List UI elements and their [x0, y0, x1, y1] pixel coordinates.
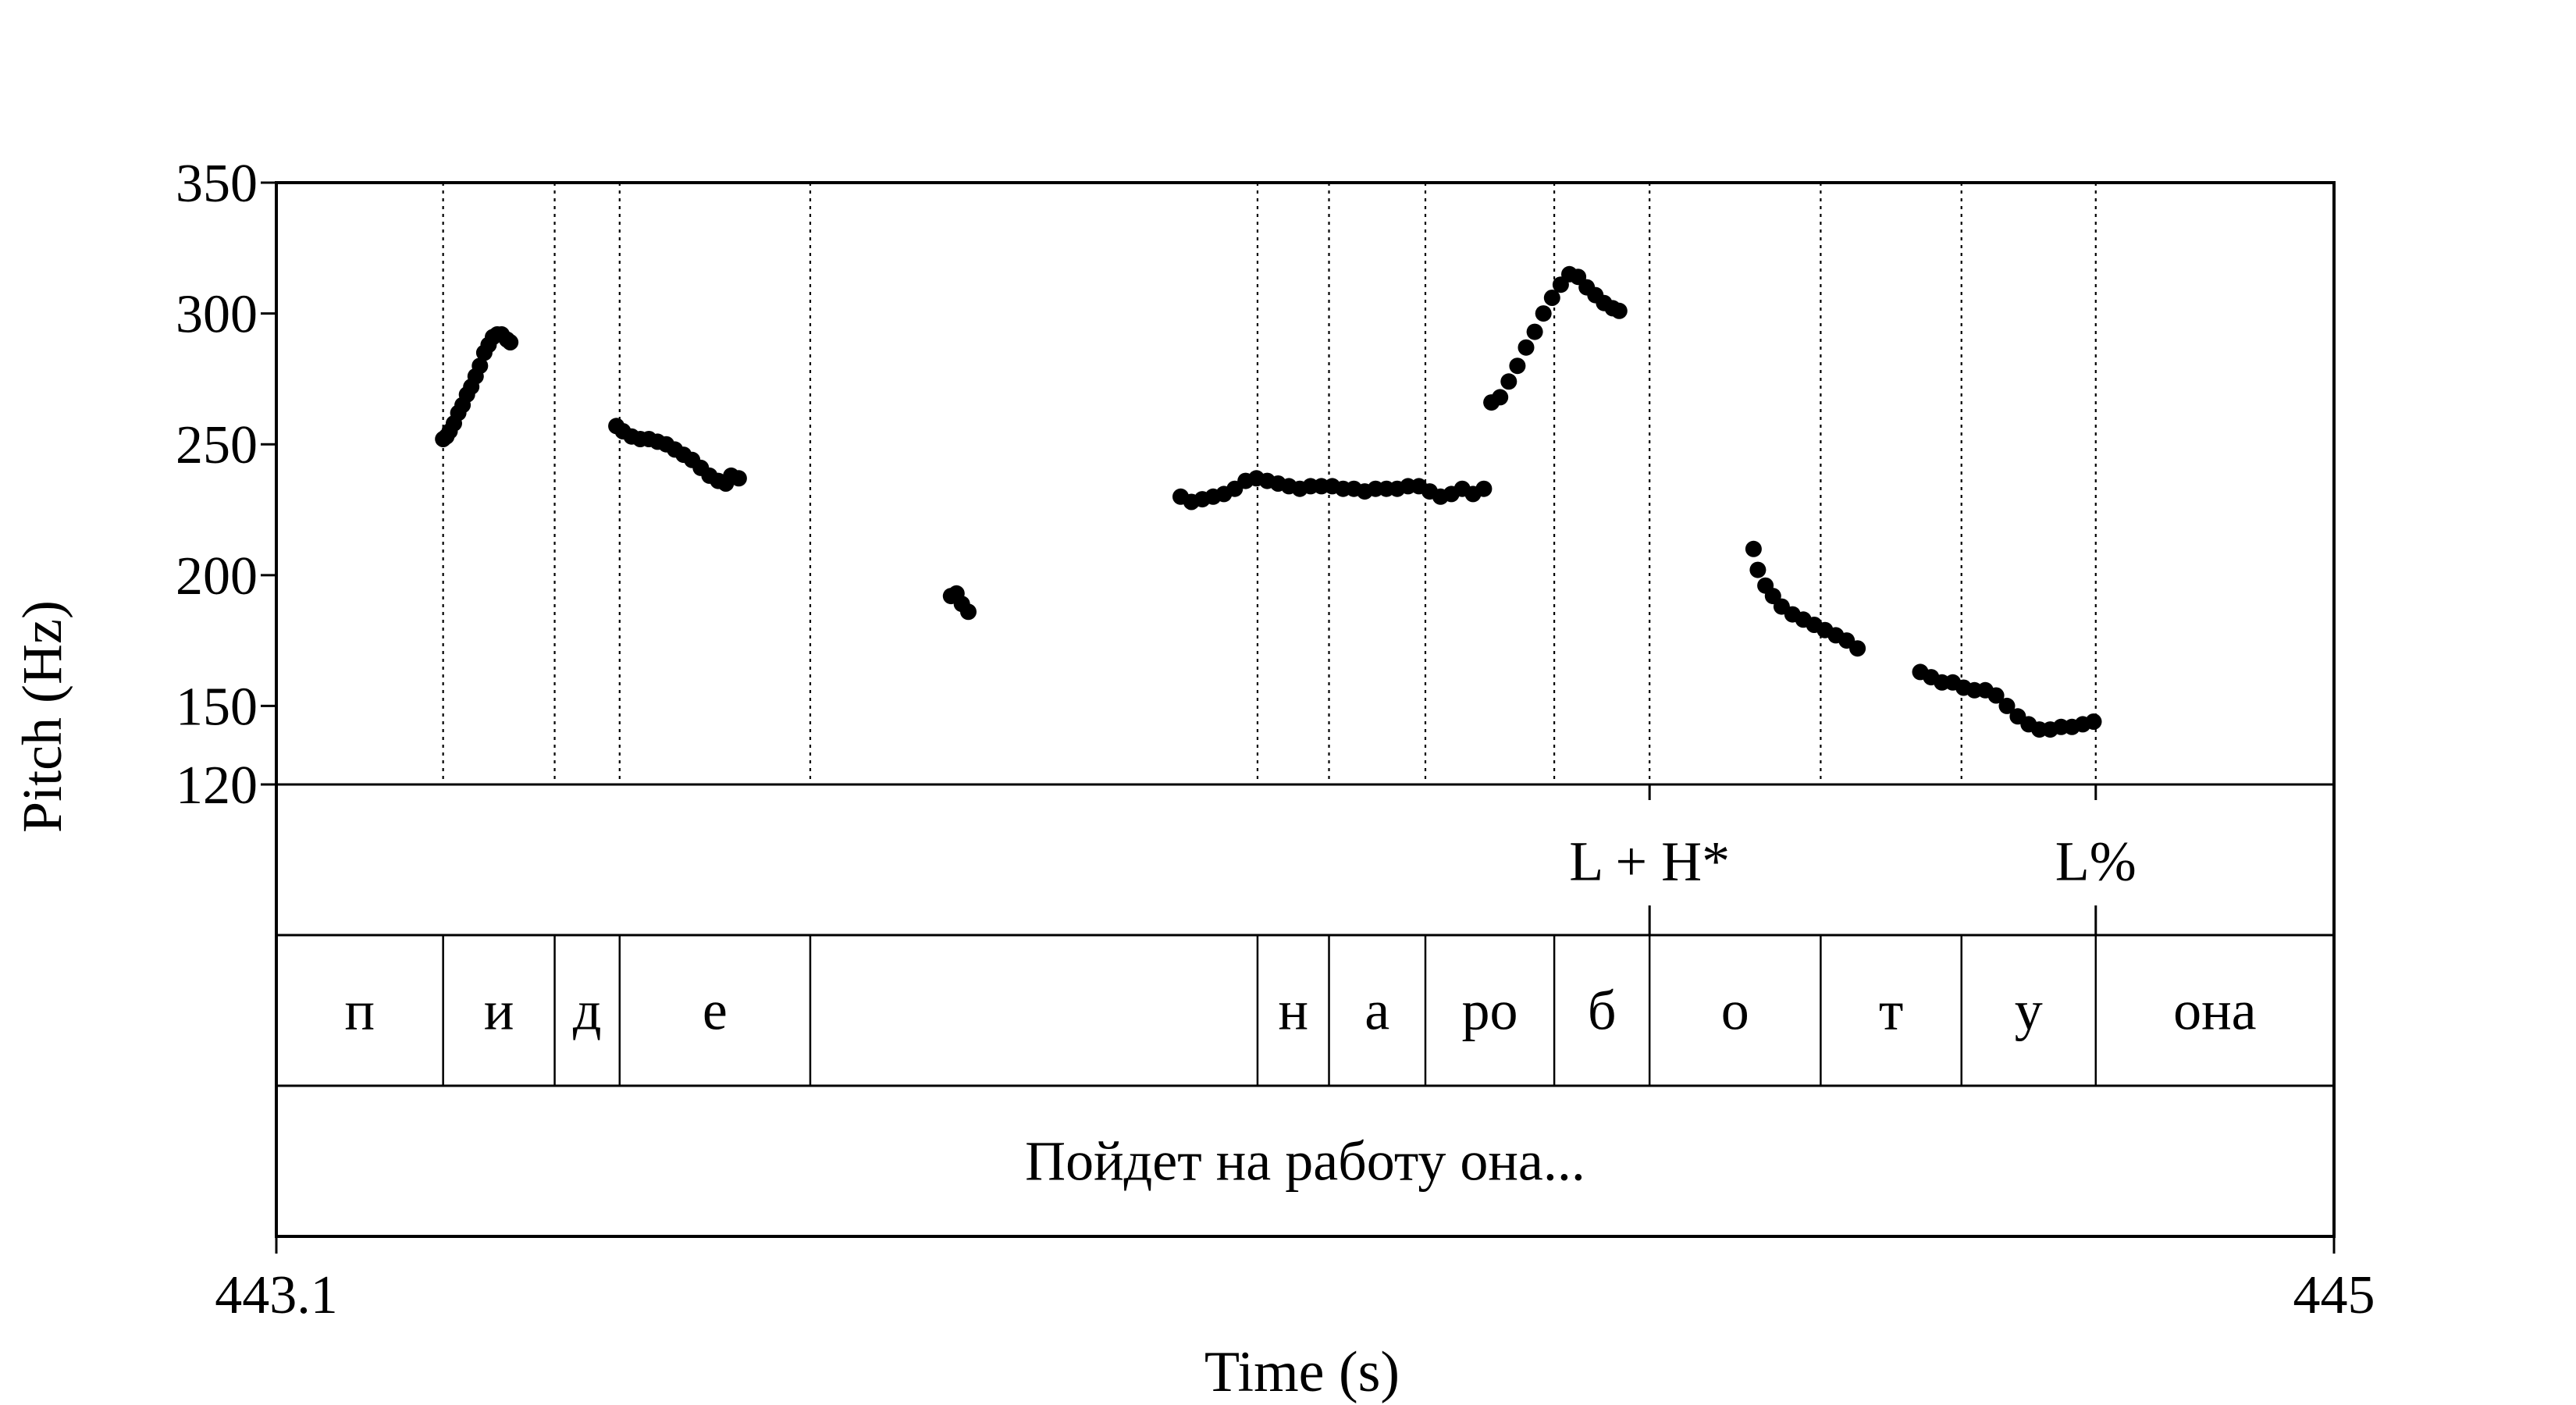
- pitch-point: [1749, 561, 1767, 578]
- pitch-point: [1500, 373, 1517, 390]
- pitch-point: [1849, 640, 1866, 657]
- pitch-point: [960, 603, 977, 621]
- interval-label: д: [573, 980, 602, 1042]
- pitch-points: [435, 265, 2102, 738]
- y-axis: 120 150 200 250 300 350: [176, 154, 276, 816]
- interval-label: е: [703, 980, 728, 1042]
- interval-label: а: [1364, 980, 1389, 1042]
- pitch-point: [471, 357, 489, 375]
- pitch-point: [1998, 697, 2016, 714]
- y-tick-label: 350: [176, 154, 258, 214]
- pitch-point: [1535, 305, 1552, 322]
- plot-frame: [275, 181, 2336, 1238]
- y-tick-label: 150: [176, 677, 258, 737]
- interval-label: о: [1721, 980, 1749, 1042]
- pitch-point: [1543, 290, 1560, 306]
- plot-border: [275, 181, 2336, 1238]
- y-tick-label: 250: [176, 415, 258, 475]
- pitch-point: [1987, 687, 2005, 704]
- pitch-point: [730, 470, 747, 487]
- interval-label: п: [345, 980, 375, 1042]
- pitch-point: [1509, 357, 1526, 375]
- x-tick-label: 443.1: [215, 1265, 338, 1325]
- x-tick-label: 445: [2293, 1265, 2375, 1325]
- annotation-tiers: L + H* L% п и д е н а ро б о т у она Пойдет на работу …: [345, 784, 2257, 1193]
- pitch-point: [1517, 339, 1535, 356]
- pitch-point: [1526, 323, 1543, 340]
- interval-label: у: [2015, 980, 2043, 1042]
- tone-label: L%: [2055, 831, 2137, 893]
- pitch-point: [502, 334, 519, 350]
- interval-label: Пойдет на работу она...: [1025, 1130, 1585, 1193]
- pitch-point: [1745, 540, 1762, 557]
- interval-label: б: [1588, 980, 1617, 1042]
- interval-label: т: [1879, 980, 1903, 1042]
- y-tick-label: 120: [176, 756, 258, 816]
- interval-label: и: [484, 980, 514, 1042]
- pitch-point: [1610, 302, 1628, 319]
- interval-label: н: [1278, 980, 1308, 1042]
- x-axis-label: Time (s): [1204, 1340, 1400, 1404]
- pitch-point: [2085, 713, 2102, 730]
- tone-label: L + H*: [1569, 831, 1730, 893]
- x-axis: 443.1 445: [215, 1236, 2375, 1325]
- y-tick-label: 200: [176, 546, 258, 606]
- pitch-point: [1492, 389, 1509, 406]
- y-tick-label: 300: [176, 285, 258, 345]
- y-axis-label: Pitch (Hz): [11, 600, 73, 833]
- interval-label: она: [2173, 980, 2257, 1042]
- pitch-point: [1475, 480, 1493, 497]
- interval-label: ро: [1462, 980, 1518, 1042]
